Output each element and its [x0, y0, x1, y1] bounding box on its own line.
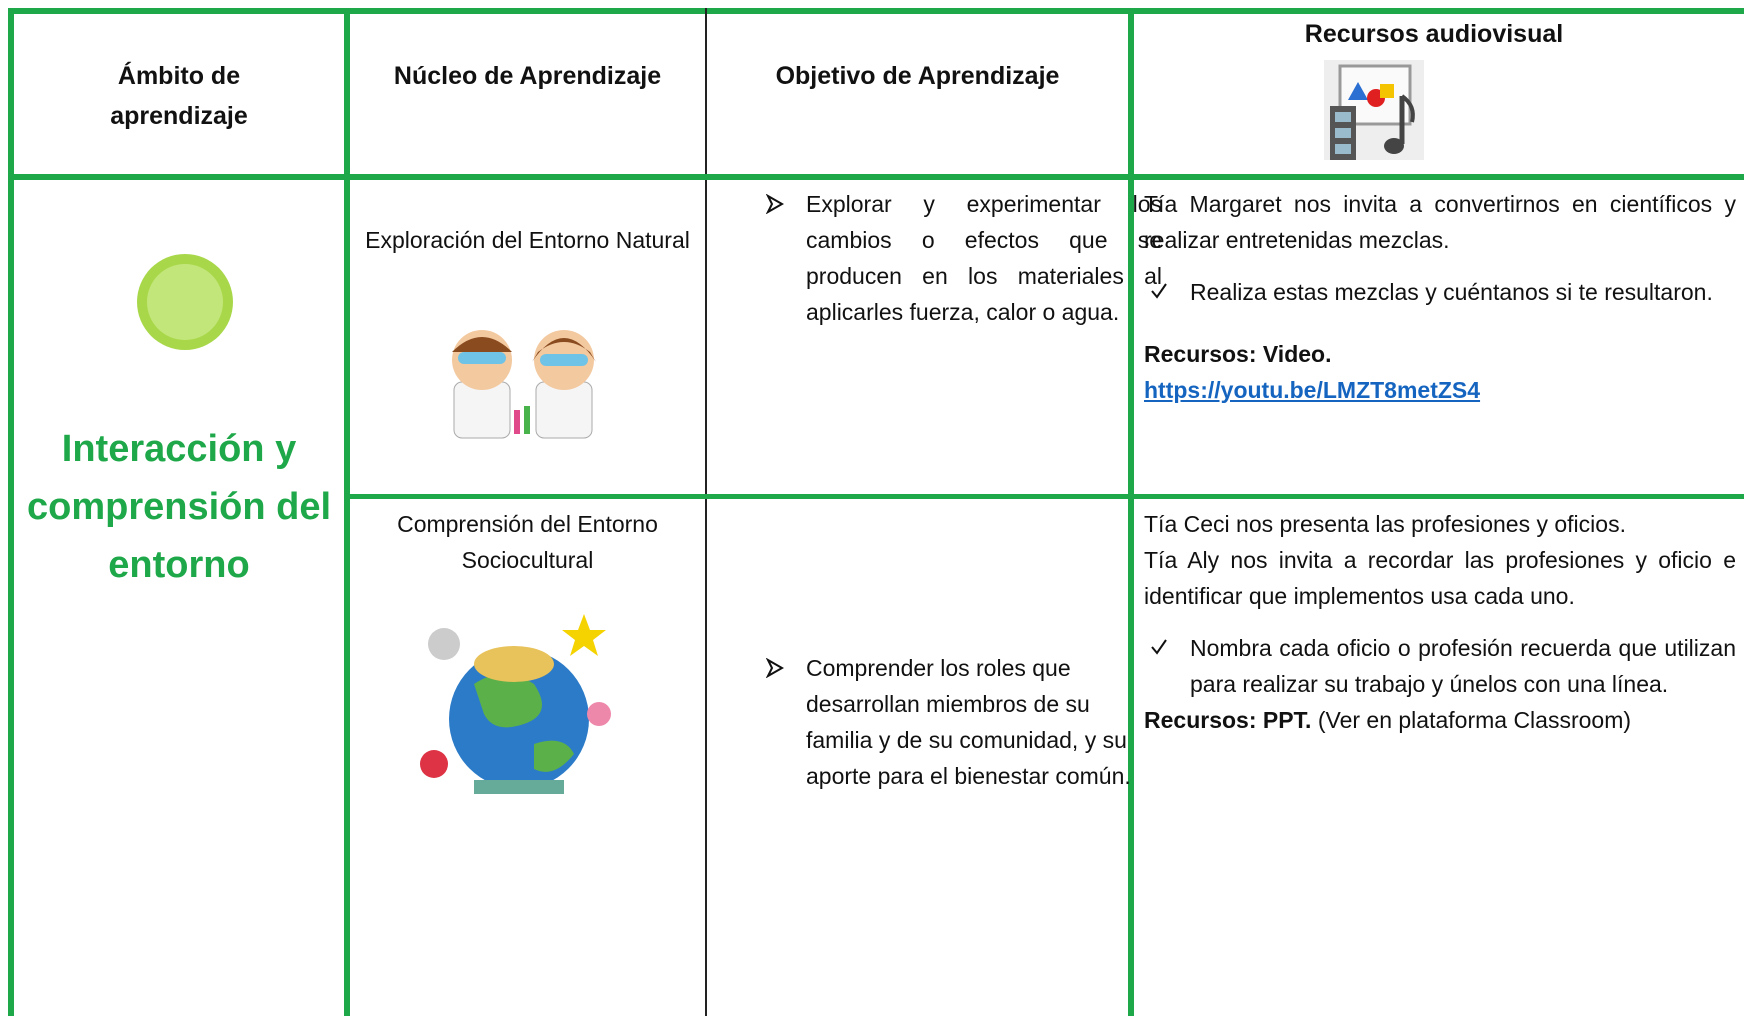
recursos-text: Tía Ceci nos presenta las profesiones y … [1144, 511, 1626, 537]
ambito-text: Interacción y comprensión del entorno [26, 428, 332, 586]
border [705, 8, 707, 1016]
recursos-text: Tía Aly nos invita a recordar las profes… [1144, 547, 1736, 609]
check-bullet [1151, 639, 1167, 655]
objetivo-item: Explorar y experimentar los cambios o ef… [760, 186, 1162, 330]
border [344, 494, 1744, 499]
nucleo-text: Comprensión del Entorno Sociocultural [397, 511, 658, 573]
media-icon [1324, 60, 1424, 160]
globe-image [420, 614, 611, 794]
header-text: Ámbito de aprendizaje [110, 62, 248, 130]
border [1128, 8, 1134, 1016]
arrow-bullet [766, 194, 784, 214]
task-text: Realiza estas mezclas y cuéntanos si te … [1190, 279, 1713, 305]
recursos-label: Recursos: Video. [1144, 341, 1332, 367]
objetivo-text: Comprender los roles que desarrollan mie… [806, 655, 1131, 789]
nucleo-text: Exploración del Entorno Natural [365, 227, 690, 253]
check-bullet [1151, 283, 1167, 299]
header-cell: Ámbito de aprendizaje [14, 56, 344, 136]
border [344, 8, 350, 1016]
recursos-label: Recursos: PPT. [1144, 707, 1312, 733]
recursos-note: (Ver en plataforma Classroom) [1317, 707, 1632, 733]
recursos-cell: Tía Margaret nos invita a convertirnos e… [1144, 186, 1736, 408]
task-text: Nombra cada oficio o profesión recuerda … [1190, 635, 1736, 697]
border [8, 174, 1744, 180]
objetivo-text: Explorar y experimentar los cambios o ef… [806, 191, 1162, 325]
header-text: Núcleo de Aprendizaje [393, 62, 662, 90]
arrow-bullet [766, 658, 784, 678]
task-item: Nombra cada oficio o profesión recuerda … [1144, 630, 1736, 702]
border [8, 8, 1744, 14]
task-item: Realiza estas mezclas y cuéntanos si te … [1144, 274, 1736, 310]
video-link[interactable]: https://youtu.be/LMZT8metZS4 [1144, 377, 1481, 403]
objetivo-item: Comprender los roles que desarrollan mie… [760, 650, 1162, 794]
border [8, 8, 14, 1016]
scientists-image [452, 330, 596, 439]
recursos-text: Tía Margaret nos invita a convertirnos e… [1144, 191, 1736, 253]
header-text: Objetivo de Aprendizaje [775, 62, 1060, 90]
recursos-cell: Tía Ceci nos presenta las profesiones y … [1144, 506, 1736, 738]
green-circle [137, 254, 233, 350]
header-text: Recursos audiovisual [1304, 20, 1564, 48]
